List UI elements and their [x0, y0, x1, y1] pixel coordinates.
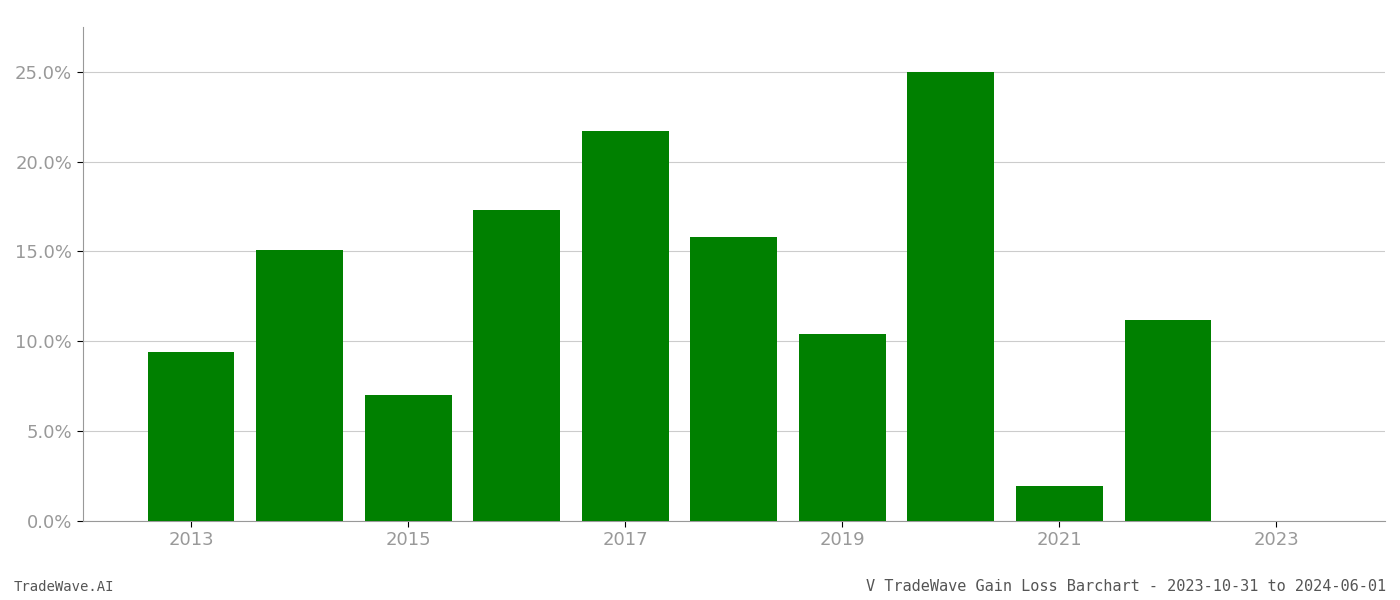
Bar	[1124, 320, 1211, 521]
Bar	[473, 210, 560, 521]
Bar	[256, 250, 343, 521]
Bar	[582, 131, 669, 521]
Bar	[799, 334, 886, 521]
Bar	[365, 395, 452, 521]
Text: TradeWave.AI: TradeWave.AI	[14, 580, 115, 594]
Text: V TradeWave Gain Loss Barchart - 2023-10-31 to 2024-06-01: V TradeWave Gain Loss Barchart - 2023-10…	[865, 579, 1386, 594]
Bar	[907, 72, 994, 521]
Bar	[690, 237, 777, 521]
Bar	[1016, 487, 1103, 521]
Bar	[147, 352, 234, 521]
